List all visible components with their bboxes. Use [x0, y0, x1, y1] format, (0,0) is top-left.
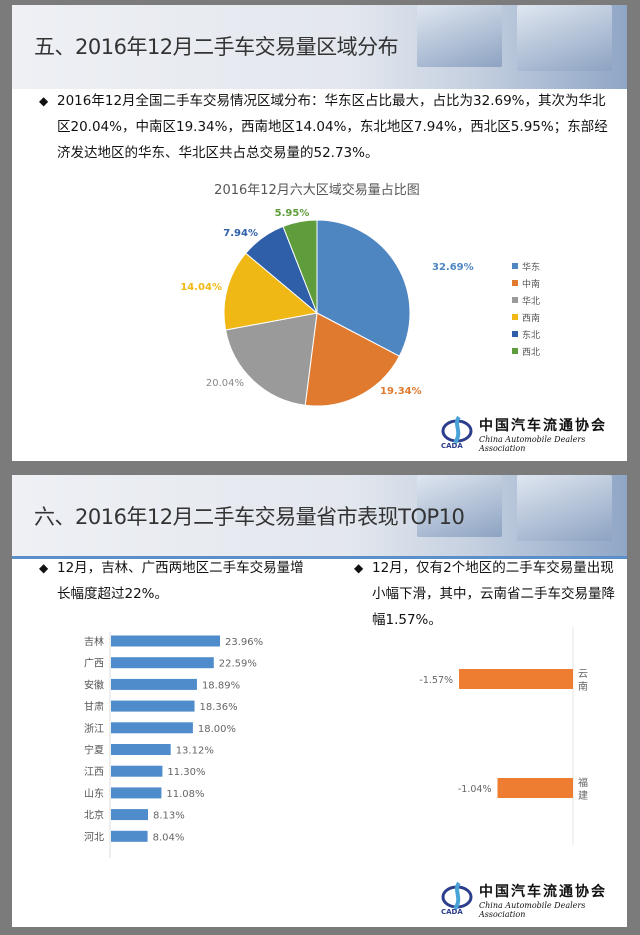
data-label: 23.96%	[225, 637, 263, 648]
pie-slice-西北	[282, 219, 318, 314]
chart-title: 2016年12月六大区域交易量占比图	[214, 182, 420, 198]
diamond-bullet-icon: ◆	[39, 561, 49, 575]
data-label: 14.04%	[180, 282, 222, 293]
bar-宁夏	[111, 744, 171, 755]
cada-logo-icon: CADA	[441, 881, 473, 915]
bar-安徽	[111, 678, 197, 690]
header-decoration	[417, 5, 502, 67]
pie-chart: 2016年12月六大区域交易量占比图 32.69% 华东 19.34% 中南 20.04%…	[180, 182, 540, 407]
legend-swatch	[512, 348, 518, 354]
data-label: 11.30%	[167, 767, 205, 778]
category-label: 福	[578, 776, 588, 789]
category-label: 浙江	[84, 723, 104, 735]
category-label: 南	[578, 680, 588, 693]
pie-slice-中南	[304, 312, 401, 407]
data-label: 18.00%	[198, 724, 236, 735]
right-bullet-text: 12月，仅有2个地区的二手车交易量出现小幅下滑，其中，云南省二手车交易量降幅1.…	[372, 560, 615, 628]
page-title: 五、2016年12月二手车交易量区域分布	[34, 35, 399, 59]
legend-label: 华北	[522, 295, 540, 307]
data-label: 7.94%	[223, 228, 258, 239]
data-label: 19.34%	[380, 386, 422, 397]
data-label: -1.04%	[458, 784, 492, 795]
right-bullet: ◆ 12月，仅有2个地区的二手车交易量出现小幅下滑，其中，云南省二手车交易量降幅…	[354, 555, 617, 633]
diamond-bullet-icon: ◆	[39, 94, 49, 108]
category-label: 山东	[84, 787, 104, 800]
legend-swatch	[512, 331, 518, 337]
top10-bar-chart: 吉林 23.96% 广西 22.59% 安徽 18.89% 甘肃 18.36% 浙江 18.00%…	[84, 632, 263, 858]
category-label: 甘肃	[84, 700, 104, 713]
page-title: 六、2016年12月二手车交易量省市表现TOP10	[34, 505, 465, 529]
category-label: 河北	[84, 831, 104, 843]
slide-header: 五、2016年12月二手车交易量区域分布	[12, 5, 627, 89]
pie-slice-华东	[316, 219, 411, 357]
pie-slice-西南	[223, 252, 319, 331]
pie-slice-华北	[224, 312, 318, 406]
header-decoration	[517, 5, 612, 71]
category-label: 广西	[84, 658, 104, 670]
bar-云南	[459, 669, 573, 689]
legend-swatch	[512, 280, 518, 286]
data-label: 11.08%	[166, 789, 204, 800]
svg-text:CADA: CADA	[441, 442, 463, 449]
left-bullet: ◆ 12月，吉林、广西两地区二手车交易量增长幅度超过22%。	[39, 555, 307, 607]
category-label: 宁夏	[84, 744, 104, 757]
category-label: 安徽	[84, 678, 104, 691]
data-label: 18.89%	[202, 680, 240, 691]
bar-河北	[111, 830, 148, 842]
header-decoration	[417, 475, 502, 537]
legend-swatch	[512, 263, 518, 269]
bar-福建	[497, 778, 573, 798]
legend-label: 东北	[522, 329, 540, 341]
category-label: 云	[578, 669, 588, 680]
data-label: 13.12%	[176, 746, 214, 757]
bar-广西	[111, 657, 214, 669]
data-label: 20.04%	[206, 378, 244, 389]
data-label: -1.57%	[419, 675, 453, 686]
data-label: 18.36%	[200, 702, 238, 713]
cada-logo: CADA 中国汽车流通协会 China Automobile Dealers A…	[437, 413, 617, 453]
category-label: 吉林	[84, 635, 104, 648]
logo-chinese-text: 中国汽车流通协会	[479, 418, 607, 434]
legend-swatch	[512, 314, 518, 320]
cada-logo-icon: CADA	[441, 415, 473, 449]
slide-header: 六、2016年12月二手车交易量省市表现TOP10	[12, 475, 627, 559]
data-label: 8.13%	[153, 811, 185, 822]
data-label: 22.59%	[219, 659, 257, 670]
legend-label: 西南	[522, 312, 540, 324]
category-label: 建	[578, 789, 588, 802]
slide-province-top10: 六、2016年12月二手车交易量省市表现TOP10 ◆ 12月，吉林、广西两地区…	[12, 475, 627, 927]
slide-regional-distribution: 五、2016年12月二手车交易量区域分布 ◆ 2016年12月全国二手车交易情况…	[12, 5, 627, 461]
logo-english-text: China Automobile Dealers Association	[479, 435, 586, 453]
data-label: 8.04%	[153, 832, 185, 843]
cada-logo: CADA 中国汽车流通协会 China Automobile Dealers A…	[437, 879, 617, 919]
bar-浙江	[111, 722, 193, 734]
summary-bullet: ◆ 2016年12月全国二手车交易情况区域分布：华东区占比最大，占比为32.69…	[39, 88, 612, 166]
bar-北京	[111, 809, 148, 821]
data-label: 32.69%	[432, 262, 474, 273]
legend-swatch	[512, 297, 518, 303]
header-decoration	[517, 475, 612, 541]
bar-江西	[111, 765, 163, 777]
diamond-bullet-icon: ◆	[354, 561, 364, 575]
logo-english-text: China Automobile Dealers Association	[479, 901, 586, 919]
svg-text:CADA: CADA	[441, 908, 463, 915]
decline-bar-chart: -1.57% 云南 -1.04% 福建	[419, 627, 588, 845]
summary-text: 2016年12月全国二手车交易情况区域分布：华东区占比最大，占比为32.69%，…	[57, 93, 608, 161]
left-bullet-text: 12月，吉林、广西两地区二手车交易量增长幅度超过22%。	[57, 560, 304, 602]
logo-chinese-text: 中国汽车流通协会	[479, 884, 607, 900]
legend-label: 中南	[522, 278, 540, 290]
data-label: 5.95%	[275, 208, 310, 219]
bar-甘肃	[111, 700, 195, 712]
bar-吉林	[111, 635, 221, 647]
category-label: 江西	[84, 766, 104, 778]
legend-label: 华东	[522, 261, 540, 273]
bar-山东	[111, 787, 162, 799]
legend-label: 西北	[522, 347, 540, 358]
category-label: 北京	[84, 809, 104, 822]
